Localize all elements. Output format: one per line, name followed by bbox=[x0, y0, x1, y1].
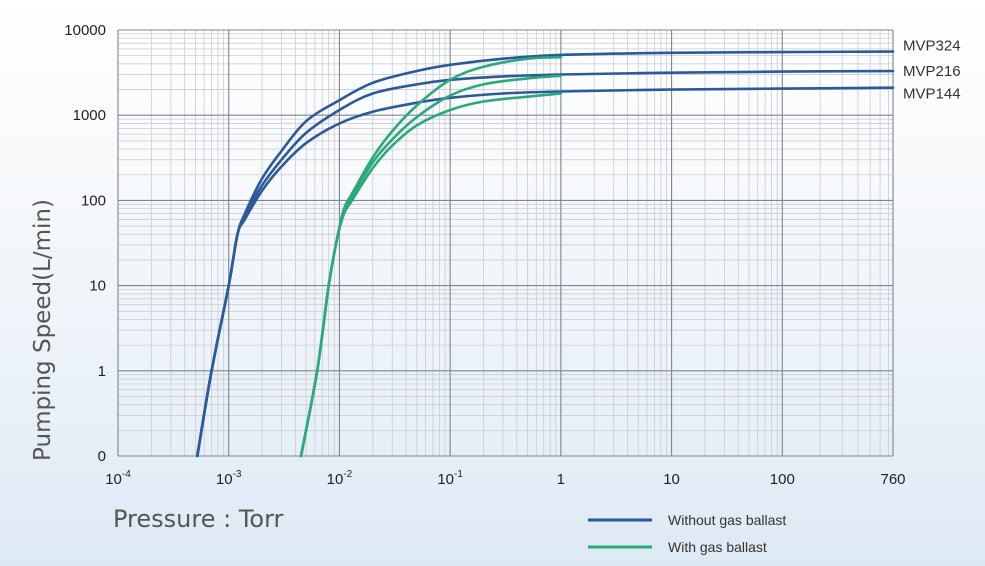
legend-label: Without gas ballast bbox=[668, 512, 786, 528]
series-line-with-gas-ballast bbox=[299, 92, 563, 458]
x-axis-title: Pressure : Torr bbox=[113, 505, 284, 533]
major-gridlines bbox=[117, 29, 894, 457]
y-tick-labels: 0 1 10 100 1000 10000 bbox=[64, 22, 106, 465]
series-line-with-gas-ballast bbox=[299, 74, 563, 458]
x-tick-label: 10-4 bbox=[105, 469, 131, 488]
x-tick-labels: 10-4 10-3 10-2 10-1 1 10 100 760 bbox=[105, 469, 905, 488]
minor-gridlines bbox=[118, 30, 893, 456]
x-tick-label: 760 bbox=[880, 471, 905, 488]
legend-label: With gas ballast bbox=[668, 539, 767, 555]
x-tick-label: 10 bbox=[663, 471, 680, 488]
y-tick-label: 1 bbox=[98, 363, 106, 380]
x-tick-label: 10-2 bbox=[327, 469, 353, 488]
y-tick-label: 10000 bbox=[64, 22, 106, 39]
x-tick-label: 10-3 bbox=[216, 469, 242, 488]
y-axis-title: Pumping Speed(L/min) bbox=[30, 199, 56, 461]
series-end-labels: MVP324 MVP216 MVP144 bbox=[903, 37, 961, 102]
series-label-mvp324: MVP324 bbox=[903, 37, 961, 54]
series-lines bbox=[196, 50, 895, 458]
x-tick-label: 1 bbox=[557, 471, 565, 488]
series-line-mvp144 bbox=[196, 86, 895, 458]
x-tick-label: 100 bbox=[770, 471, 795, 488]
y-tick-label: 10 bbox=[89, 278, 106, 295]
y-tick-label: 1000 bbox=[73, 107, 106, 124]
y-tick-label: 100 bbox=[81, 192, 106, 209]
series-label-mvp216: MVP216 bbox=[903, 63, 961, 80]
series-label-mvp144: MVP144 bbox=[903, 86, 961, 103]
y-tick-label: 0 bbox=[98, 448, 106, 465]
x-tick-label: 10-1 bbox=[437, 469, 463, 488]
legend: Without gas ballast With gas ballast bbox=[588, 512, 786, 555]
series-line-mvp324 bbox=[196, 50, 895, 458]
